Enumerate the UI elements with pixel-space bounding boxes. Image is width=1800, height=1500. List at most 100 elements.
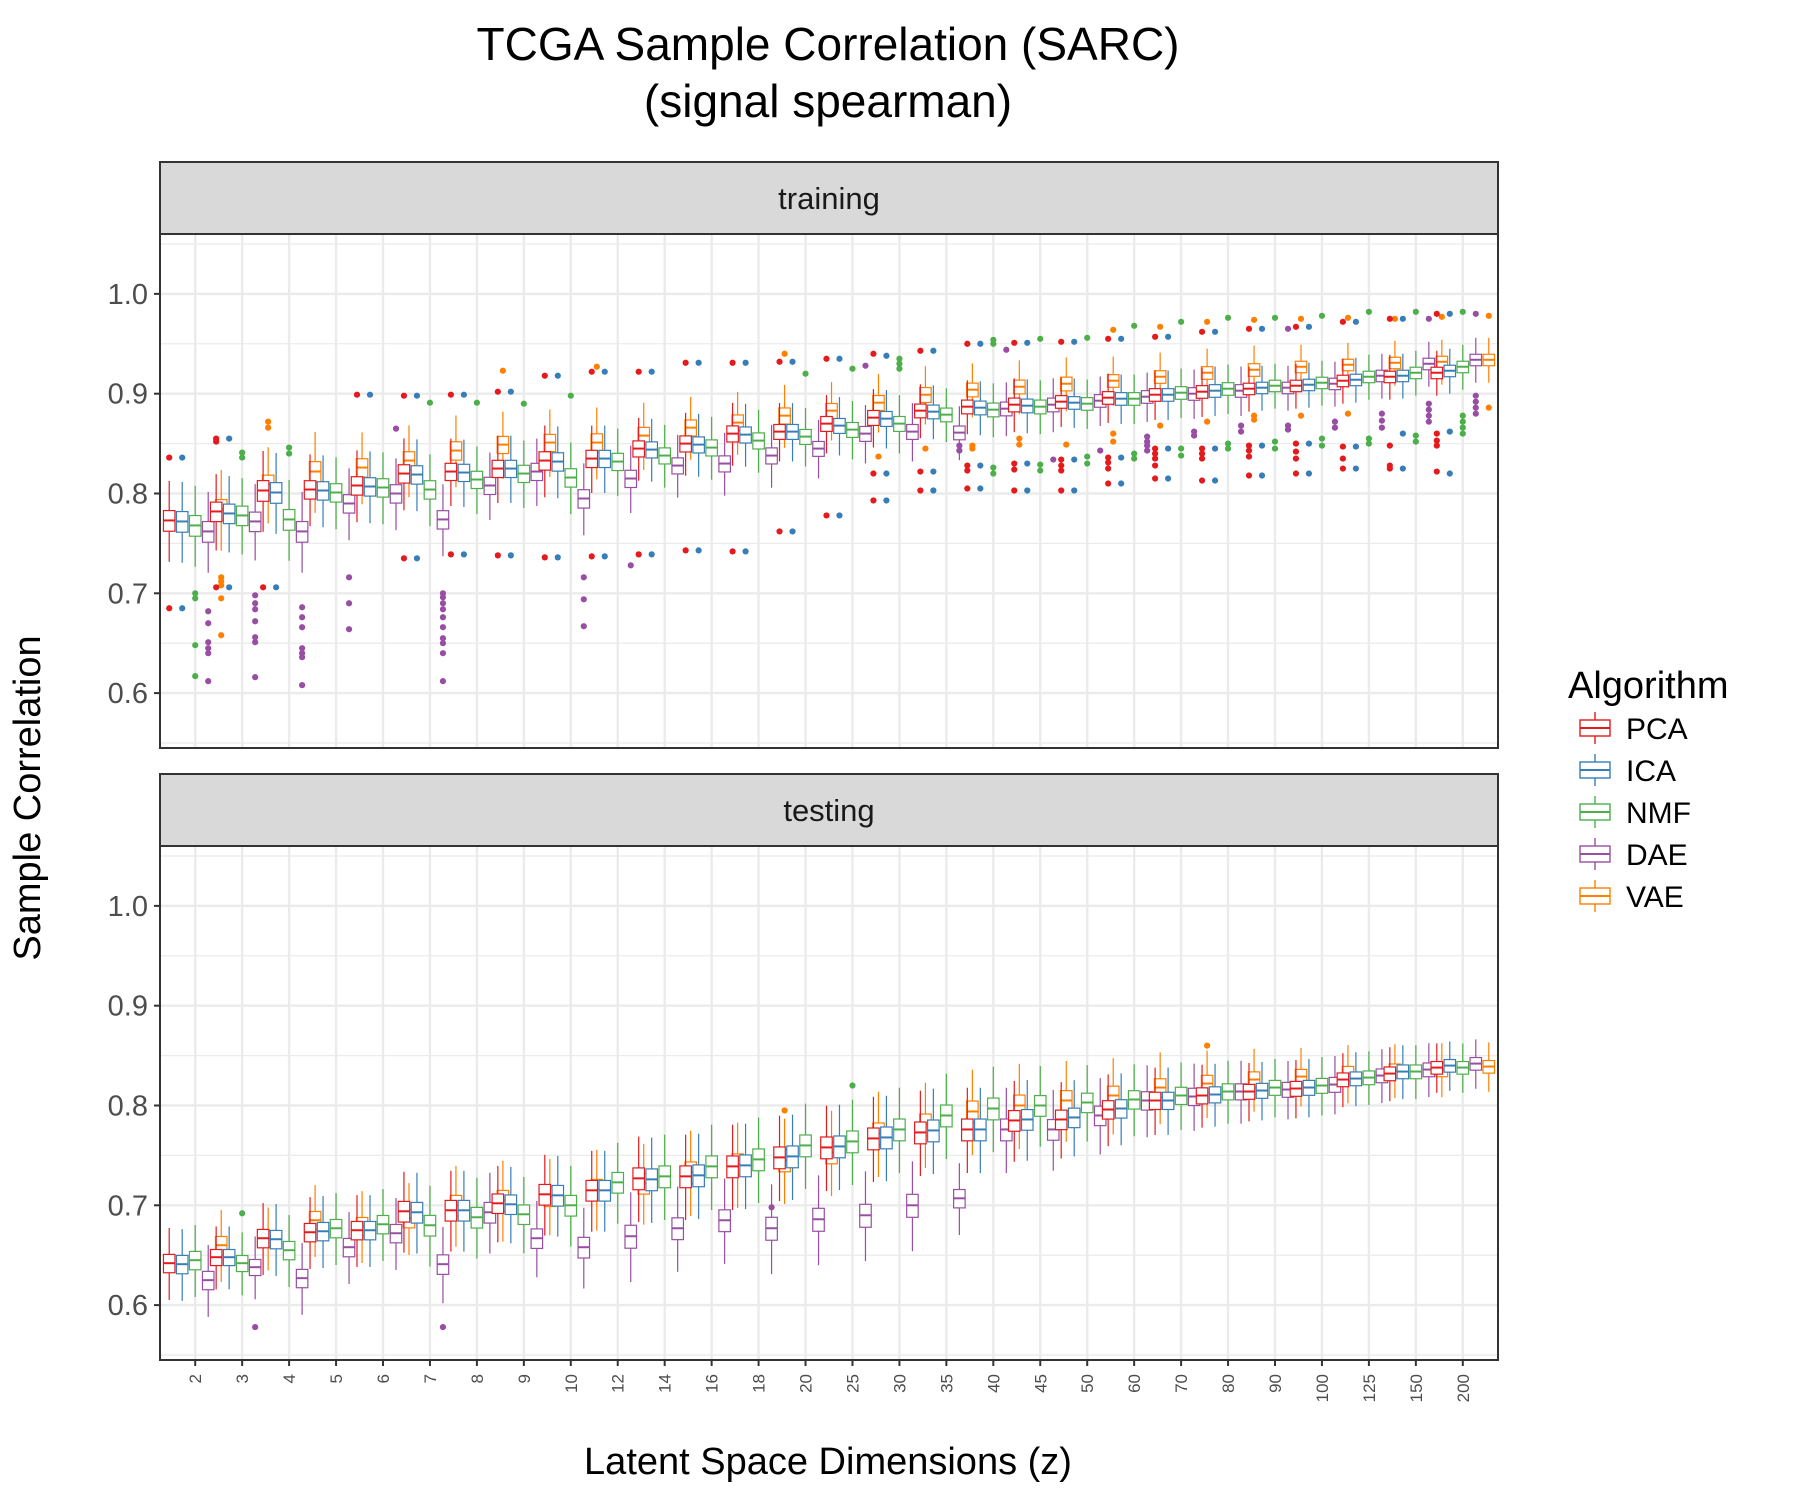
box-pca bbox=[1101, 1074, 1115, 1147]
outlier-point bbox=[789, 528, 796, 535]
outlier-point bbox=[439, 600, 447, 607]
outlier-point bbox=[205, 639, 212, 646]
outlier-point bbox=[1339, 318, 1346, 325]
outlier-point bbox=[1485, 404, 1492, 411]
outlier-point bbox=[781, 1107, 788, 1114]
outlier-point bbox=[499, 367, 506, 374]
box-ica bbox=[973, 1087, 987, 1174]
box-ica bbox=[598, 425, 612, 493]
outlier-point bbox=[1292, 448, 1300, 455]
outlier-point bbox=[439, 594, 447, 601]
outlier-point bbox=[776, 358, 783, 365]
outlier-point bbox=[1198, 450, 1206, 457]
outlier-point bbox=[1011, 460, 1018, 467]
outlier-point bbox=[917, 347, 924, 354]
outlier-point bbox=[1425, 400, 1432, 407]
outlier-point bbox=[541, 372, 548, 379]
box-pca bbox=[491, 1165, 505, 1243]
x-tick-label: 3 bbox=[233, 1374, 252, 1383]
box-nmf bbox=[799, 1103, 812, 1190]
box-ica bbox=[363, 451, 377, 524]
x-tick-label: 35 bbox=[937, 1374, 956, 1393]
outlier-point bbox=[1459, 424, 1466, 431]
box-pca bbox=[303, 1197, 317, 1269]
outlier-point bbox=[836, 355, 843, 362]
outlier-point bbox=[1459, 430, 1466, 437]
box-ica bbox=[833, 397, 846, 456]
x-tick-label: 2 bbox=[186, 1374, 205, 1383]
x-tick-label: 45 bbox=[1031, 1374, 1050, 1393]
outlier-point bbox=[286, 450, 293, 457]
box-dae bbox=[765, 1184, 778, 1275]
box-nmf bbox=[1174, 1062, 1188, 1130]
outliers bbox=[239, 1042, 1211, 1331]
outlier-point bbox=[896, 355, 903, 362]
outlier-point bbox=[964, 485, 971, 492]
box-nmf bbox=[846, 401, 859, 460]
outlier-point bbox=[1245, 442, 1253, 449]
outlier-point bbox=[252, 600, 259, 607]
outlier-point bbox=[1178, 445, 1185, 452]
box-ica bbox=[833, 1104, 846, 1191]
box-ica bbox=[1255, 365, 1269, 411]
outlier-point bbox=[1292, 470, 1300, 477]
outlier-point bbox=[1071, 487, 1078, 494]
box-nmf bbox=[611, 1142, 625, 1224]
outlier-point bbox=[1292, 440, 1300, 447]
box-pca bbox=[1242, 1062, 1256, 1122]
box-pca bbox=[1289, 1059, 1303, 1119]
chart-title: TCGA Sample Correlation (SARC) bbox=[477, 18, 1180, 70]
outlier-point bbox=[1433, 468, 1440, 475]
box-ica bbox=[410, 439, 424, 512]
outlier-point bbox=[1110, 430, 1117, 437]
x-tick-label: 30 bbox=[890, 1374, 909, 1393]
outlier-point bbox=[567, 392, 574, 399]
outlier-point bbox=[1144, 447, 1151, 454]
y-tick-label: 0.8 bbox=[108, 478, 148, 510]
y-tick-label: 0.9 bbox=[108, 991, 148, 1023]
outlier-point bbox=[252, 1323, 259, 1331]
panel-background bbox=[160, 846, 1498, 1360]
legend-label: DAE bbox=[1626, 839, 1688, 872]
outlier-point bbox=[1178, 452, 1185, 459]
box-dae bbox=[859, 405, 872, 464]
box-nmf bbox=[1033, 380, 1047, 435]
box-nmf bbox=[376, 452, 390, 525]
x-tick-label: 18 bbox=[750, 1374, 769, 1393]
outlier-point bbox=[1446, 310, 1453, 317]
outlier-point bbox=[1292, 323, 1300, 330]
box-nmf bbox=[1268, 1058, 1282, 1118]
outlier-point bbox=[1165, 475, 1172, 482]
box-ica bbox=[739, 1123, 752, 1209]
outlier-point bbox=[1058, 467, 1065, 474]
outlier-point bbox=[1152, 450, 1159, 457]
outlier-point bbox=[1258, 325, 1266, 332]
outlier-point bbox=[1297, 315, 1305, 322]
outlier-point bbox=[588, 368, 595, 375]
box-dae bbox=[1469, 1039, 1483, 1089]
outlier-point bbox=[554, 554, 561, 561]
outlier-point bbox=[1472, 398, 1479, 405]
box-dae bbox=[577, 463, 591, 536]
outlier-point bbox=[1292, 455, 1300, 462]
outlier-point bbox=[447, 391, 454, 398]
outlier-point bbox=[205, 645, 212, 652]
box-ica bbox=[1443, 348, 1457, 394]
box-dae bbox=[624, 445, 638, 513]
outlier-point bbox=[1118, 454, 1125, 461]
outlier-point bbox=[353, 391, 361, 398]
outlier-point bbox=[896, 360, 903, 367]
outlier-point bbox=[1224, 314, 1232, 321]
box-ica bbox=[1349, 357, 1363, 403]
box-ica bbox=[316, 1196, 330, 1268]
legend: Algorithm PCA ICA NMF DAE VAE bbox=[1568, 665, 1729, 914]
outlier-point bbox=[695, 547, 702, 554]
facet-panels: training 0.6 0.7 0.8 0.9 1.0 testing 0.6 0.7 0.8 0… bbox=[108, 161, 1499, 1361]
box-nmf bbox=[564, 1165, 578, 1247]
box-pca bbox=[397, 1171, 411, 1253]
box-pca bbox=[1383, 1047, 1397, 1102]
outlier-point bbox=[1191, 432, 1198, 439]
box-ica bbox=[222, 1226, 236, 1290]
box-ica bbox=[175, 481, 189, 563]
box-ica bbox=[457, 1170, 471, 1252]
